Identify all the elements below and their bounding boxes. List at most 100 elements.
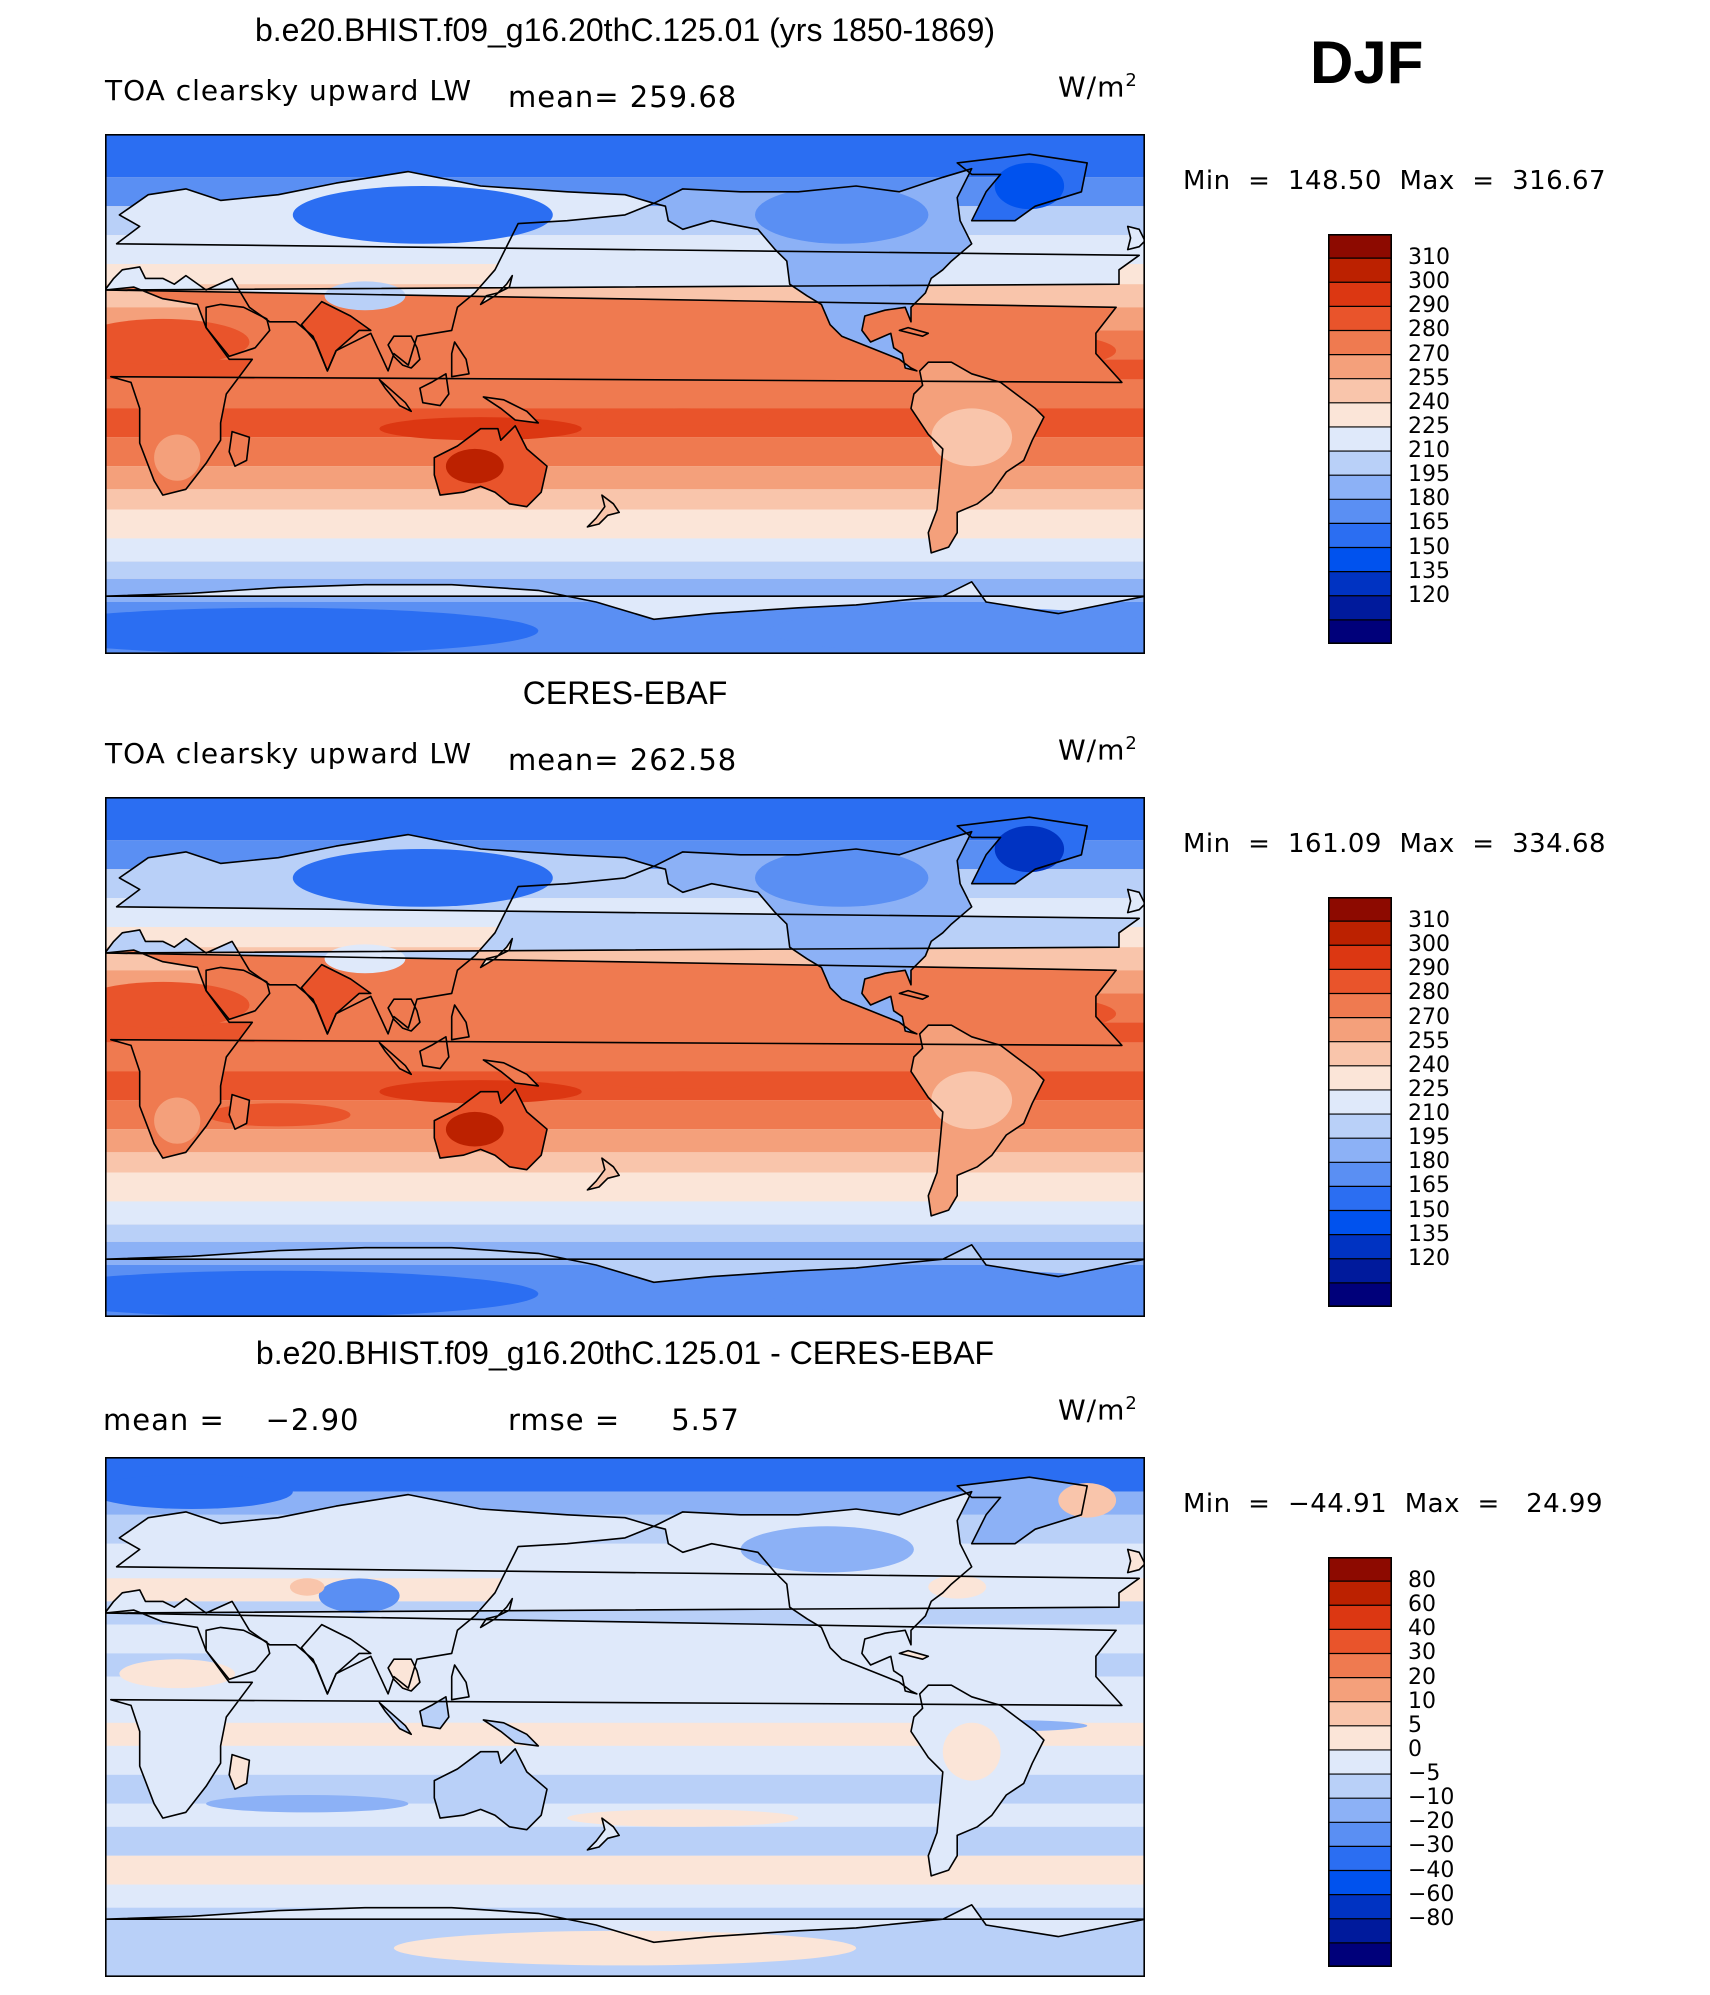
coastline [653, 167, 973, 372]
colorbar-swatch [1328, 1162, 1392, 1188]
colorbar-tick-label: −40 [1408, 1857, 1455, 1883]
contour-patch [324, 281, 406, 311]
land-field [388, 1659, 420, 1691]
coastline [586, 1157, 621, 1191]
colorbar-swatch [1328, 1870, 1392, 1896]
contour-patch [154, 1097, 201, 1144]
colorbar-swatch [1328, 354, 1392, 380]
coastline [205, 1626, 271, 1681]
colorbar-tick-label: −10 [1408, 1785, 1455, 1811]
coastline [1126, 1548, 1145, 1574]
colorbar-tick-label: −60 [1408, 1881, 1455, 1907]
colorbar-swatch [1328, 1282, 1392, 1307]
colorbar [1328, 1557, 1392, 1967]
contour-patch [324, 944, 406, 974]
colorbar-tick-label: 135 [1408, 558, 1450, 584]
colorbar-tick-label: 225 [1408, 413, 1450, 439]
coastline [482, 1059, 540, 1087]
coastline [419, 1696, 450, 1730]
land-field [419, 373, 449, 406]
colorbar-tick-label: −20 [1408, 1809, 1455, 1835]
colorbar-swatch [1328, 945, 1392, 970]
colorbar-swatch [1328, 1798, 1392, 1823]
land-field [957, 1477, 1088, 1544]
contour-patch [942, 1722, 1001, 1781]
land-field [483, 1719, 539, 1746]
colorbar-swatch [1328, 1041, 1392, 1067]
contour-patch [206, 1795, 409, 1813]
contour-patch [105, 607, 539, 654]
coastline [586, 1817, 621, 1851]
contour-band [105, 509, 1145, 539]
colorbar-swatch [1328, 426, 1392, 452]
colorbar-tick-label: 225 [1408, 1076, 1450, 1102]
coastline [378, 378, 413, 413]
colorbar-tick-label: 255 [1408, 365, 1450, 391]
coastline [205, 966, 271, 1021]
colorbar-swatch [1328, 1234, 1392, 1260]
colorbar-tick-label: 310 [1408, 908, 1450, 934]
min-max-label: Min = −44.91 Max = 24.99 [1183, 1489, 1604, 1519]
panel-obs: CERES-EBAF TOA clearsky upward LW mean= … [0, 675, 1710, 1335]
contour-patch [105, 318, 250, 366]
contour-patch [105, 981, 250, 1029]
colorbar-swatch [1328, 1725, 1392, 1751]
colorbar-swatch [1328, 1653, 1392, 1679]
coastline [898, 326, 930, 337]
map-obs [105, 797, 1145, 1317]
rmse-label: rmse = 5.57 [508, 1403, 740, 1437]
contour-patch [292, 849, 553, 907]
min-max-label: Min = 161.09 Max = 334.68 [1183, 829, 1607, 859]
map-model [105, 134, 1145, 654]
variable-label: TOA clearsky upward LW [105, 74, 473, 107]
colorbar-tick-label: 300 [1408, 269, 1450, 295]
coastline [956, 816, 1089, 885]
colorbar-tick-label: 280 [1408, 980, 1450, 1006]
contour-patch [596, 408, 770, 426]
coastline [450, 1664, 470, 1701]
colorbar-tick-label: 40 [1408, 1616, 1436, 1642]
coastline [105, 1903, 1145, 1944]
contour-patch [769, 1270, 1145, 1317]
land-field [434, 1748, 547, 1830]
land-field [451, 1005, 469, 1040]
coastline [419, 373, 450, 407]
contour-patch [289, 1578, 325, 1596]
colorbar-swatch [1328, 1114, 1392, 1139]
colorbar-swatch [1328, 1210, 1392, 1236]
coastline [482, 396, 540, 424]
land-field [419, 1696, 449, 1729]
contour-patch [105, 1474, 293, 1509]
contour-patch [1058, 1483, 1117, 1518]
colorbar-swatch [1328, 402, 1392, 428]
colorbar-tick-label: −80 [1408, 1905, 1455, 1931]
colorbar-swatch [1328, 1774, 1392, 1799]
contour-patch [206, 1103, 351, 1127]
colorbar-swatch [1328, 1942, 1392, 1967]
colorbar-swatch [1328, 378, 1392, 404]
coastline [419, 1036, 450, 1070]
colorbar-tick-label: 210 [1408, 1101, 1450, 1127]
coastline [387, 1658, 421, 1692]
contour-band [105, 1884, 1145, 1908]
colorbar-swatch [1328, 1138, 1392, 1163]
contour-patch [445, 448, 504, 484]
coastline [1126, 888, 1145, 914]
land-field [105, 1244, 1145, 1283]
units-label: W/m2 [1058, 70, 1138, 104]
colorbar-swatch [1328, 993, 1392, 1019]
coastline [105, 1243, 1145, 1284]
land-field [419, 1036, 449, 1069]
colorbar-swatch [1328, 619, 1392, 644]
contour-patch [769, 607, 1145, 654]
land-field [229, 1094, 250, 1130]
coastline [653, 830, 973, 1035]
land-field [1127, 226, 1145, 250]
coastline [105, 1493, 1140, 1695]
colorbar-swatch [1328, 1557, 1392, 1582]
colorbar-swatch [1328, 1605, 1392, 1630]
colorbar-swatch [1328, 234, 1392, 259]
coastline [105, 949, 1123, 1159]
coastline [1126, 225, 1145, 251]
coastline [956, 1476, 1089, 1545]
